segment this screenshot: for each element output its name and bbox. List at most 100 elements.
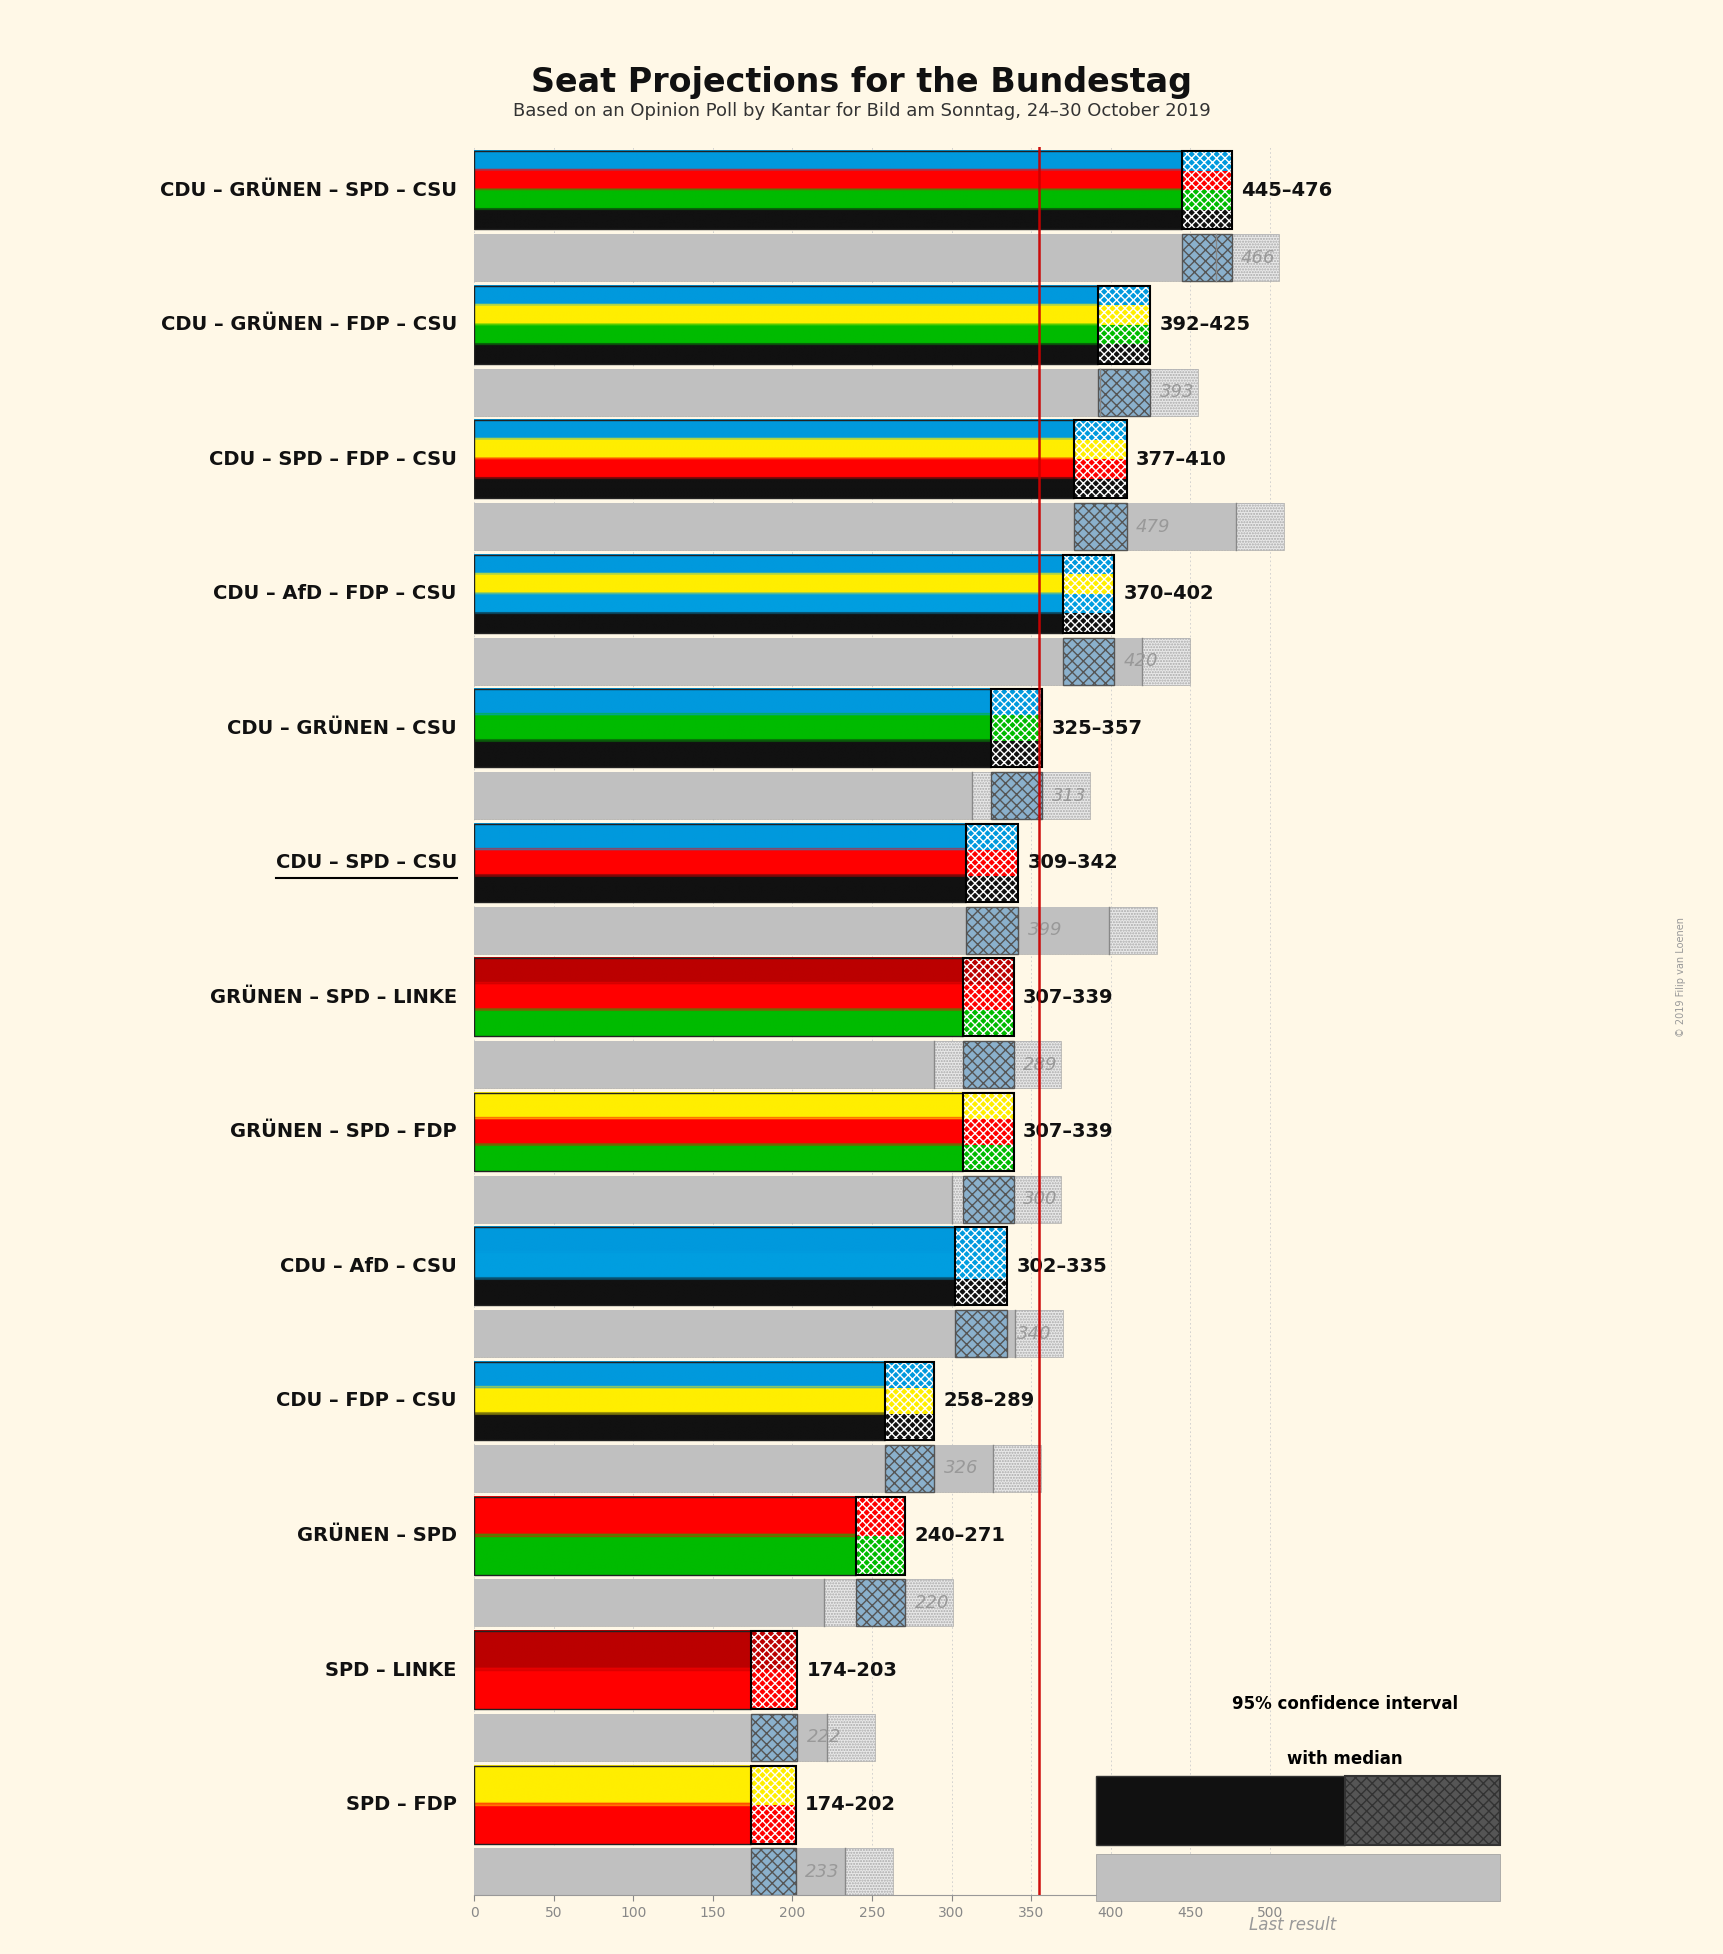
Bar [955, 1280, 1006, 1305]
Bar [474, 285, 1098, 363]
Bar [991, 690, 1042, 715]
Bar [991, 772, 1042, 819]
Text: 302–335: 302–335 [1017, 1256, 1106, 1276]
Bar [1098, 324, 1149, 344]
Bar [474, 1579, 953, 1626]
Bar [961, 957, 1013, 1036]
Bar [474, 1041, 1061, 1088]
Bar [961, 1010, 1013, 1036]
Bar [751, 1714, 796, 1761]
Text: 258–289: 258–289 [942, 1391, 1034, 1411]
Text: 307–339: 307–339 [1022, 1122, 1113, 1141]
Bar [474, 957, 961, 1036]
Bar [961, 1120, 1013, 1145]
Bar [856, 1536, 905, 1575]
Bar [961, 1041, 1013, 1088]
Text: 479: 479 [1135, 518, 1170, 535]
Bar [991, 715, 1042, 741]
Text: 325–357: 325–357 [1051, 719, 1142, 739]
Text: SPD – LINKE: SPD – LINKE [326, 1661, 457, 1680]
Bar [474, 555, 1063, 633]
Bar [474, 907, 1156, 954]
Bar [474, 1444, 992, 1491]
Bar [965, 850, 1018, 875]
Text: CDU – AfD – FDP – CSU: CDU – AfD – FDP – CSU [214, 584, 457, 604]
Bar [474, 1714, 827, 1761]
Bar [474, 1176, 1061, 1223]
Bar [1063, 574, 1113, 594]
Bar [474, 1444, 1041, 1491]
Bar [474, 369, 1099, 416]
Bar [884, 1444, 934, 1491]
Bar [474, 234, 1278, 281]
Bar [474, 1766, 751, 1843]
Bar [474, 234, 1278, 281]
Bar [1073, 420, 1125, 498]
Bar [1063, 555, 1113, 574]
Text: Seat Projections for the Bundestag: Seat Projections for the Bundestag [531, 66, 1192, 100]
Bar [1182, 209, 1230, 229]
Bar [474, 637, 1142, 684]
Text: © 2019 Filip van Loenen: © 2019 Filip van Loenen [1675, 916, 1685, 1038]
Bar [474, 369, 1197, 416]
Bar [474, 420, 1073, 498]
Bar [991, 690, 1042, 715]
Text: CDU – GRÜNEN – CSU: CDU – GRÜNEN – CSU [227, 719, 457, 739]
Bar [474, 690, 991, 768]
Bar [955, 1311, 1006, 1358]
Bar [884, 1362, 934, 1440]
Text: 466: 466 [1241, 248, 1275, 266]
Bar [965, 825, 1018, 903]
Bar [1182, 190, 1230, 209]
Bar [751, 1632, 796, 1671]
Bar [965, 907, 1018, 954]
Bar [1182, 150, 1230, 170]
Bar [474, 825, 965, 903]
Bar [1182, 150, 1230, 170]
Bar [856, 1497, 905, 1536]
Bar [474, 1714, 875, 1761]
Bar [474, 1092, 961, 1170]
Bar [1098, 324, 1149, 344]
Bar [1098, 285, 1149, 363]
Bar [474, 772, 1089, 819]
Bar [474, 1041, 1061, 1088]
Bar [1063, 614, 1113, 633]
Bar [1098, 344, 1149, 363]
Bar [474, 1714, 875, 1761]
Bar [955, 1253, 1006, 1280]
Bar [751, 1848, 794, 1895]
Text: CDU – GRÜNEN – FDP – CSU: CDU – GRÜNEN – FDP – CSU [160, 315, 457, 334]
Bar [751, 1671, 796, 1710]
Text: 340: 340 [1017, 1325, 1051, 1342]
Bar [751, 1805, 794, 1843]
Bar [1182, 170, 1230, 190]
Text: Last result: Last result [1249, 1915, 1335, 1934]
Bar [961, 1010, 1013, 1036]
Text: 420: 420 [1123, 653, 1158, 670]
Bar [884, 1362, 934, 1387]
Bar [474, 1579, 953, 1626]
Bar [474, 234, 1215, 281]
Bar [1344, 1776, 1499, 1845]
Bar [474, 1311, 1015, 1358]
Text: GRÜNEN – SPD: GRÜNEN – SPD [296, 1526, 457, 1546]
Bar [965, 875, 1018, 903]
Bar [1073, 459, 1125, 479]
Bar [856, 1579, 905, 1626]
Bar [474, 502, 1284, 551]
Bar [955, 1253, 1006, 1280]
Bar [474, 1579, 824, 1626]
Bar [961, 1145, 1013, 1170]
Bar [1073, 502, 1125, 551]
Bar [474, 1444, 1041, 1491]
Text: 222: 222 [806, 1727, 841, 1747]
Bar [474, 150, 1182, 229]
Bar [955, 1227, 1006, 1253]
Bar [991, 741, 1042, 768]
Bar [751, 1671, 796, 1710]
Text: GRÜNEN – SPD – LINKE: GRÜNEN – SPD – LINKE [210, 989, 457, 1006]
Text: CDU – FDP – CSU: CDU – FDP – CSU [276, 1391, 457, 1411]
Bar [965, 875, 1018, 903]
Bar [1073, 440, 1125, 459]
